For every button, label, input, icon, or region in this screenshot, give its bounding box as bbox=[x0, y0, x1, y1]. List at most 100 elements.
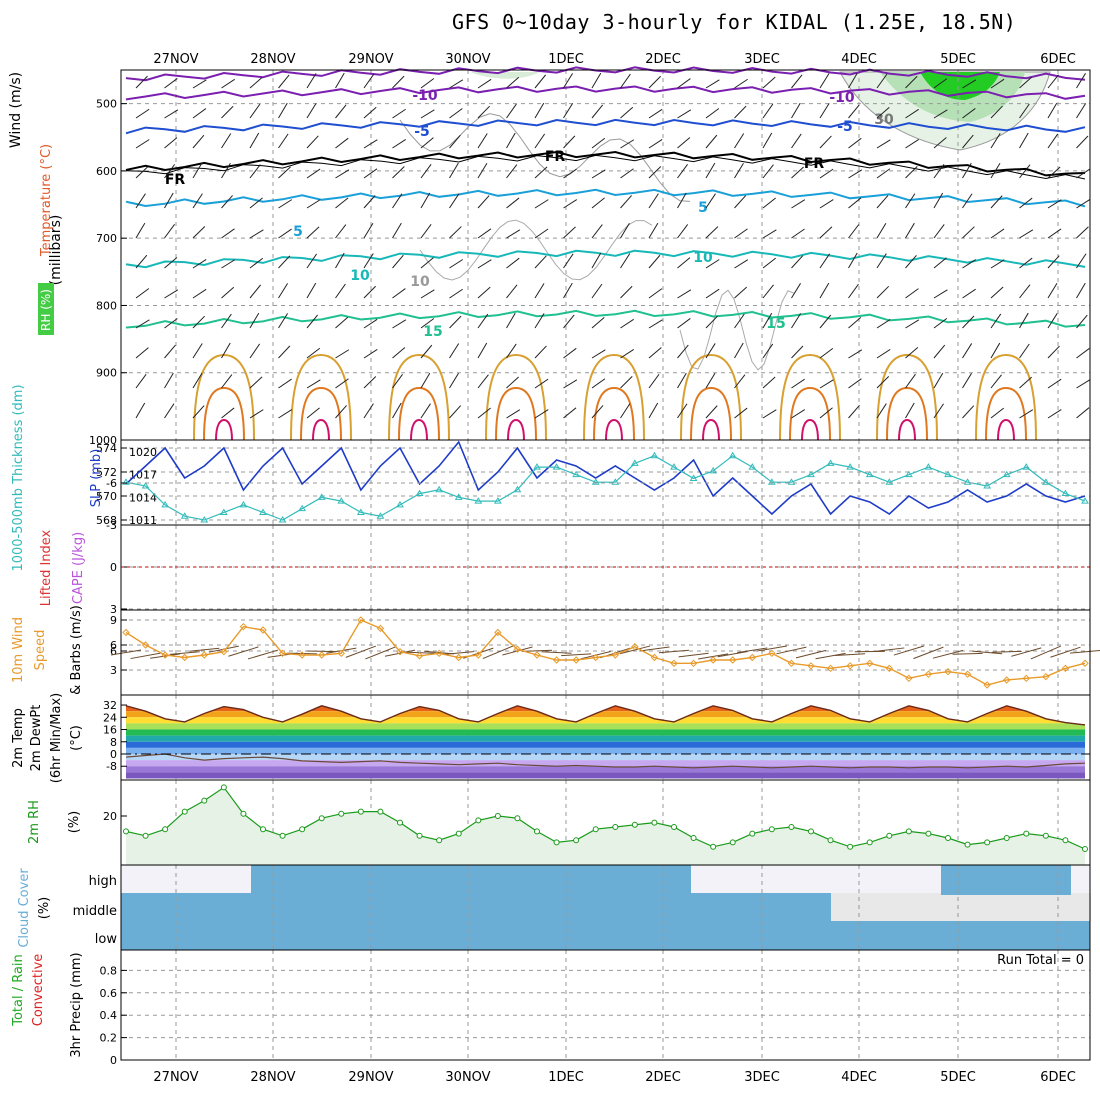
wind-speed-marker bbox=[1081, 659, 1089, 668]
wind-barb bbox=[620, 253, 631, 269]
isotherm-label: 30 bbox=[874, 112, 894, 128]
wind-barb bbox=[848, 405, 860, 419]
wind-barb bbox=[648, 288, 663, 299]
warm-contour bbox=[886, 386, 928, 441]
wind-barb bbox=[1019, 284, 1031, 299]
wind-barb bbox=[506, 343, 517, 359]
wind-barb bbox=[306, 253, 318, 269]
temp-tick-label: 0 bbox=[110, 748, 117, 761]
wind-barb bbox=[335, 104, 347, 119]
wind-barb bbox=[648, 347, 662, 359]
wind-barb-10m bbox=[913, 646, 944, 660]
thickness-tick-label: 574 bbox=[96, 442, 117, 455]
wind-barb bbox=[363, 253, 374, 269]
run-total-label: Run Total = 0 bbox=[997, 953, 1084, 968]
wind-panel-label: & Barbs (m/s) bbox=[69, 605, 84, 695]
isotherm-label: 10 bbox=[350, 268, 370, 284]
wind-barb bbox=[563, 314, 575, 329]
wind-barb bbox=[1019, 76, 1033, 89]
wind-speed-marker bbox=[826, 664, 835, 673]
wind-barb bbox=[848, 378, 862, 389]
wind-barb bbox=[591, 72, 602, 89]
wind-barb-10m bbox=[874, 647, 905, 652]
wind-barb-10m bbox=[482, 645, 514, 660]
wind-barb bbox=[762, 257, 777, 269]
wind-speed-marker bbox=[689, 659, 698, 668]
wind-barb bbox=[591, 252, 602, 269]
wind-barb bbox=[506, 229, 521, 239]
slp-marker bbox=[904, 470, 913, 478]
x-tick-label-top: 5DEC bbox=[940, 52, 976, 67]
wind-barb bbox=[563, 347, 577, 359]
wind-barb bbox=[591, 405, 604, 419]
x-tick-label-top: 27NOV bbox=[153, 52, 198, 67]
slp-marker bbox=[356, 508, 365, 515]
wind-barb bbox=[192, 226, 206, 239]
slp-marker bbox=[728, 451, 737, 459]
isotherm-label: 5 bbox=[293, 224, 303, 240]
wind-barb bbox=[848, 104, 860, 119]
wind-barb bbox=[791, 345, 804, 359]
wind-barb bbox=[506, 76, 520, 89]
wind-barb bbox=[819, 407, 833, 419]
wind-barb bbox=[563, 199, 578, 209]
wind-barb bbox=[791, 133, 802, 149]
wind-speed-marker bbox=[376, 624, 385, 633]
x-tick-label-top: 4DEC bbox=[841, 52, 877, 67]
wind-barb bbox=[392, 319, 407, 329]
wind-barb bbox=[848, 137, 862, 149]
wind-barb bbox=[477, 407, 491, 419]
wind-barb bbox=[848, 283, 859, 299]
wind-barb bbox=[905, 222, 915, 239]
wind-barb bbox=[1019, 132, 1029, 149]
precip-axis-label: 3hr Precip (mm) bbox=[69, 952, 84, 1057]
wind-barb bbox=[791, 313, 802, 329]
wind-barb bbox=[420, 164, 432, 179]
wind-tick-label: 3 bbox=[110, 664, 117, 677]
wind-barb bbox=[306, 73, 317, 89]
wind-barb bbox=[135, 319, 150, 329]
temp-band bbox=[126, 766, 1085, 773]
wind-speed-marker bbox=[396, 647, 404, 656]
wind-barb bbox=[164, 192, 174, 209]
wind-barb-10m bbox=[345, 645, 377, 658]
wind-barb bbox=[278, 283, 289, 299]
warm-contour bbox=[398, 386, 440, 441]
wind-speed-marker bbox=[866, 659, 874, 668]
warm-contour bbox=[215, 418, 233, 441]
wind-barb bbox=[905, 347, 919, 359]
wind-barb bbox=[449, 343, 460, 359]
warm-contour bbox=[975, 353, 1037, 441]
wind-barb bbox=[591, 349, 606, 359]
wind-speed-marker bbox=[552, 656, 561, 664]
wind-barb-10m bbox=[835, 653, 866, 657]
wind-barb bbox=[477, 313, 489, 329]
wind-barb-10m bbox=[815, 652, 846, 660]
wind-barb bbox=[420, 78, 435, 89]
wind-barb bbox=[876, 403, 887, 419]
isotherm-label: FR bbox=[545, 149, 566, 165]
warm-contour bbox=[495, 386, 537, 441]
wind-barb bbox=[278, 199, 293, 209]
wind-barb bbox=[677, 78, 691, 89]
wind-barb bbox=[363, 376, 377, 389]
wind-barb bbox=[962, 315, 975, 329]
wind-barb bbox=[135, 193, 146, 209]
wind-barb bbox=[192, 343, 203, 359]
wind-barb bbox=[449, 259, 464, 269]
wind-barb bbox=[477, 286, 491, 299]
slp-marker bbox=[513, 485, 522, 493]
slp-marker bbox=[826, 459, 835, 466]
wind-barb bbox=[563, 168, 577, 179]
slp-line bbox=[125, 455, 1086, 521]
wind-speed-marker bbox=[729, 656, 737, 664]
wind-barb bbox=[705, 108, 720, 119]
rh-marker bbox=[1042, 832, 1049, 839]
wind-barb bbox=[933, 224, 945, 239]
wind-barb bbox=[762, 132, 773, 149]
wind-tick-label: 6 bbox=[110, 639, 117, 652]
slp-marker bbox=[944, 470, 952, 478]
wind-barb bbox=[734, 105, 747, 119]
wind-barb bbox=[905, 108, 919, 119]
wind-barb bbox=[762, 312, 773, 329]
